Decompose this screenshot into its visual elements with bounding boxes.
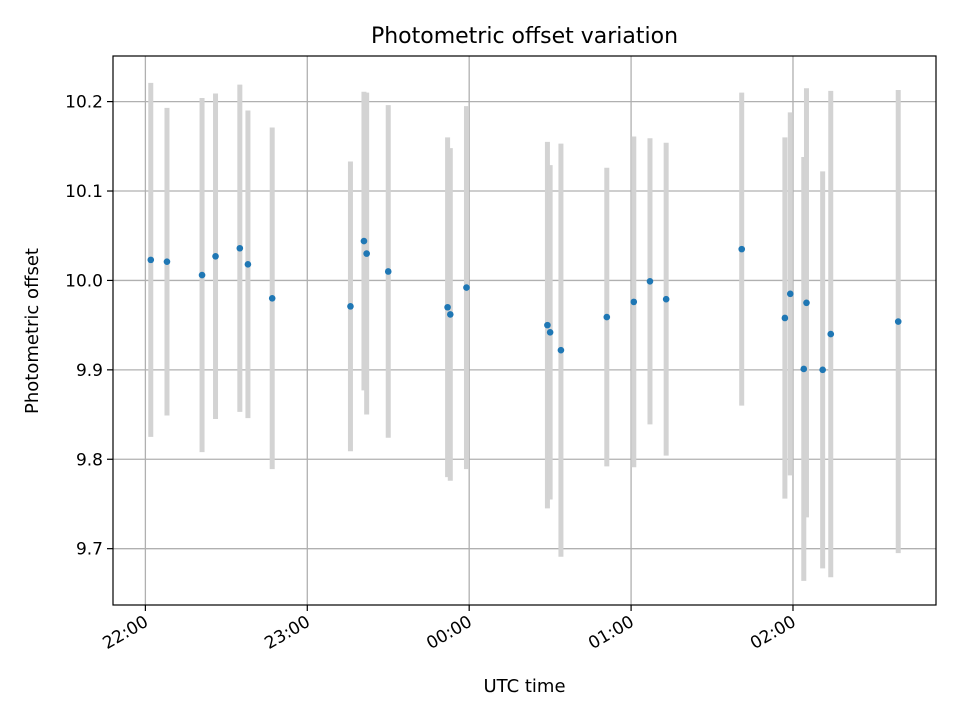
data-point [444,303,451,311]
data-point [786,290,794,298]
data-point [363,250,370,257]
data-point [781,314,789,322]
y-tick-label: 10.0 [65,271,103,291]
y-tick-label: 9.8 [76,450,103,470]
data-point [662,295,670,303]
data-point [544,321,551,329]
data-point [646,278,654,285]
data-point [819,366,826,374]
data-point [546,328,554,336]
data-point [630,298,638,306]
y-tick-label: 10.2 [65,93,103,113]
data-point [360,237,368,245]
data-point [347,303,354,310]
data-point [557,346,565,354]
data-point [212,252,219,260]
data-point [827,330,835,338]
plot-frame [112,55,937,606]
data-point [384,268,392,275]
y-tick-label: 9.7 [76,540,103,560]
chart-title: Photometric offset variation [371,24,678,49]
y-tick-label: 10.1 [65,182,103,202]
data-point [603,313,611,321]
data-points [147,237,902,374]
grid-lines [113,56,936,605]
data-point [163,258,171,265]
data-point [268,295,276,302]
data-point [244,261,252,268]
data-point [738,245,746,253]
y-axis-label: Photometric offset [22,248,43,414]
data-point [803,299,810,307]
data-point [894,318,902,325]
y-tick-label: 9.9 [76,361,103,381]
data-point [147,256,155,264]
data-point [463,284,470,291]
data-point [236,244,244,252]
data-point [800,365,808,373]
x-axis-label: UTC time [483,676,565,697]
data-point [198,271,206,279]
data-point [446,311,454,318]
